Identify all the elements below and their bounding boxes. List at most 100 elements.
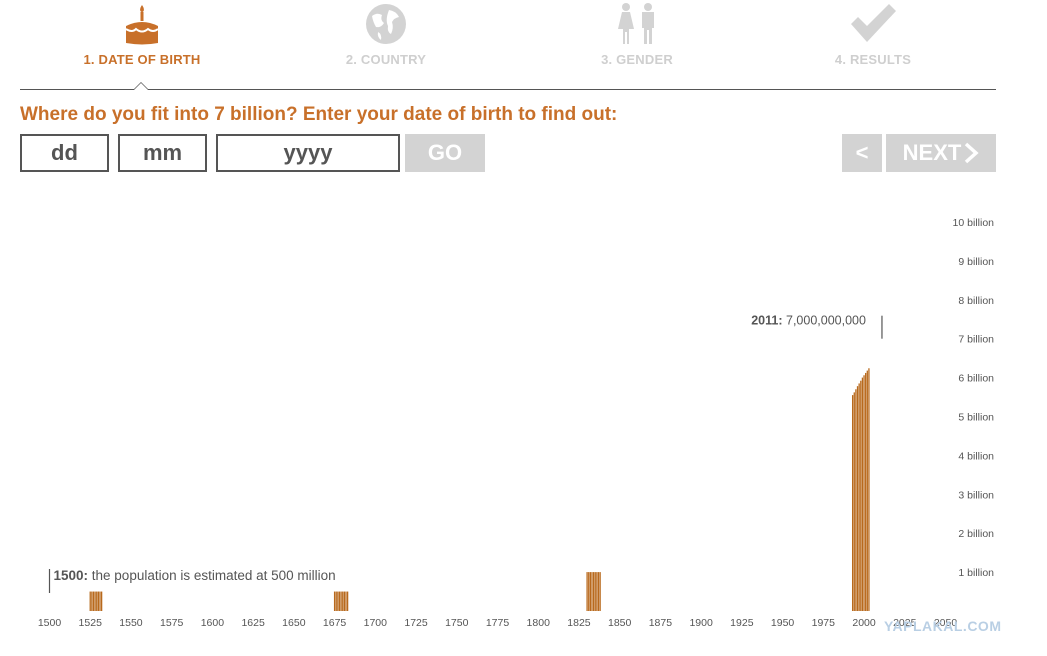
x-tick-label: 2000 [852, 617, 876, 629]
population-bar [345, 591, 347, 611]
population-bar [866, 370, 868, 611]
population-bar [333, 591, 336, 611]
x-tick-label: 1950 [771, 617, 795, 629]
population-bar [586, 572, 588, 611]
annotation-2011: 2011: 7,000,000,000 [751, 314, 866, 328]
population-bar [94, 591, 96, 611]
population-chart: 1500 1525 1550 1575 1600 1625 1650 1675 1700 1725… [38, 217, 995, 629]
population-bar [96, 591, 98, 611]
population-bar [858, 383, 860, 611]
population-bar [592, 572, 595, 611]
checkmark-icon [793, 0, 953, 48]
step-label: 3. GENDER [601, 52, 673, 67]
population-bar [338, 591, 341, 611]
annotation-year: 2011: [751, 314, 786, 328]
population-bar [97, 591, 100, 611]
globe-icon [306, 0, 466, 48]
step-date-of-birth[interactable]: 1. DATE OF BIRTH [62, 0, 222, 67]
annotation-year: 1500: [54, 568, 92, 583]
annotation-text: the population is estimated at 500 milli… [92, 568, 336, 583]
population-bar [868, 368, 870, 611]
y-tick-label: 1 billion [958, 567, 994, 579]
population-bar [335, 591, 337, 611]
x-tick-label: 1975 [812, 617, 836, 629]
step-results[interactable]: 4. RESULTS [793, 0, 953, 67]
population-bar [596, 572, 598, 611]
y-tick-label: 8 billion [958, 295, 994, 307]
population-bar [92, 591, 95, 611]
active-step-pointer [133, 82, 149, 90]
x-tick-label: 1850 [608, 617, 632, 629]
y-tick-label: 2 billion [958, 528, 994, 540]
y-tick-label: 6 billion [958, 373, 994, 385]
step-progress: 1. DATE OF BIRTH 2. COUNTRY 3. GENDER [20, 0, 996, 90]
x-tick-label: 1725 [404, 617, 428, 629]
x-tick-label: 1825 [567, 617, 591, 629]
chevron-right-icon [965, 142, 979, 164]
step-label: 4. RESULTS [834, 52, 912, 67]
population-bar [342, 591, 344, 611]
question-heading: Where do you fit into 7 billion? Enter y… [20, 104, 618, 125]
annotation-text: 7,000,000,000 [786, 314, 866, 328]
prev-arrow-icon: < [855, 140, 869, 165]
x-tick-label: 1925 [730, 617, 754, 629]
population-bar [853, 392, 855, 611]
x-tick-label: 1675 [323, 617, 347, 629]
population-bar [597, 572, 600, 611]
x-tick-label: 1900 [689, 617, 713, 629]
population-bar [89, 591, 91, 611]
watermark: YAPLAKAL.COM [884, 618, 1002, 634]
y-tick-label: 7 billion [958, 334, 994, 346]
population-bar [340, 591, 342, 611]
go-button[interactable]: GO [405, 134, 485, 172]
prev-button[interactable]: < [842, 134, 882, 172]
x-tick-label: 1550 [119, 617, 143, 629]
population-bar [100, 591, 103, 611]
x-tick-label: 1700 [364, 617, 388, 629]
x-tick-label: 1600 [201, 617, 225, 629]
next-label: NEXT [902, 140, 962, 165]
month-input[interactable]: mm [118, 134, 207, 172]
x-tick-label: 1625 [241, 617, 265, 629]
y-tick-label: 5 billion [958, 412, 994, 424]
population-bar [861, 377, 864, 611]
birthday-cake-icon [62, 0, 222, 48]
x-tick-label: 1775 [486, 617, 510, 629]
y-tick-label: 9 billion [958, 256, 994, 268]
y-tick-label: 10 billion [953, 217, 995, 229]
y-tick-label: 3 billion [958, 489, 994, 501]
step-label: 1. DATE OF BIRTH [83, 52, 201, 67]
population-bar [594, 572, 596, 611]
population-bar [99, 591, 101, 611]
x-tick-label: 1750 [445, 617, 469, 629]
population-bar [855, 389, 857, 611]
day-input[interactable]: dd [20, 134, 109, 172]
population-bar [346, 591, 349, 611]
population-bar [591, 572, 593, 611]
population-bar [865, 372, 867, 611]
population-bar [588, 572, 590, 611]
population-bar [851, 395, 854, 611]
x-tick-label: 2025 [893, 617, 917, 629]
next-button[interactable]: NEXT [886, 134, 996, 172]
step-divider [20, 89, 996, 90]
step-gender[interactable]: 3. GENDER [557, 0, 717, 67]
annotation-1500: 1500: the population is estimated at 500… [54, 568, 336, 583]
male-female-icon [557, 0, 717, 48]
x-tick-label: 1875 [649, 617, 673, 629]
x-tick-label: 2050 [934, 617, 958, 629]
x-tick-label: 1500 [38, 617, 62, 629]
x-tick-label: 1800 [527, 617, 551, 629]
y-tick-label: 4 billion [958, 450, 994, 462]
x-tick-label: 1525 [79, 617, 103, 629]
step-label: 2. COUNTRY [345, 52, 427, 67]
population-bar [337, 591, 339, 611]
year-input[interactable]: yyyy [216, 134, 400, 172]
population-bar [589, 572, 592, 611]
population-bar [91, 591, 93, 611]
population-bar [863, 375, 865, 611]
x-tick-label: 1650 [282, 617, 306, 629]
population-bar [343, 591, 346, 611]
step-country[interactable]: 2. COUNTRY [306, 0, 466, 67]
population-bar [599, 572, 601, 611]
